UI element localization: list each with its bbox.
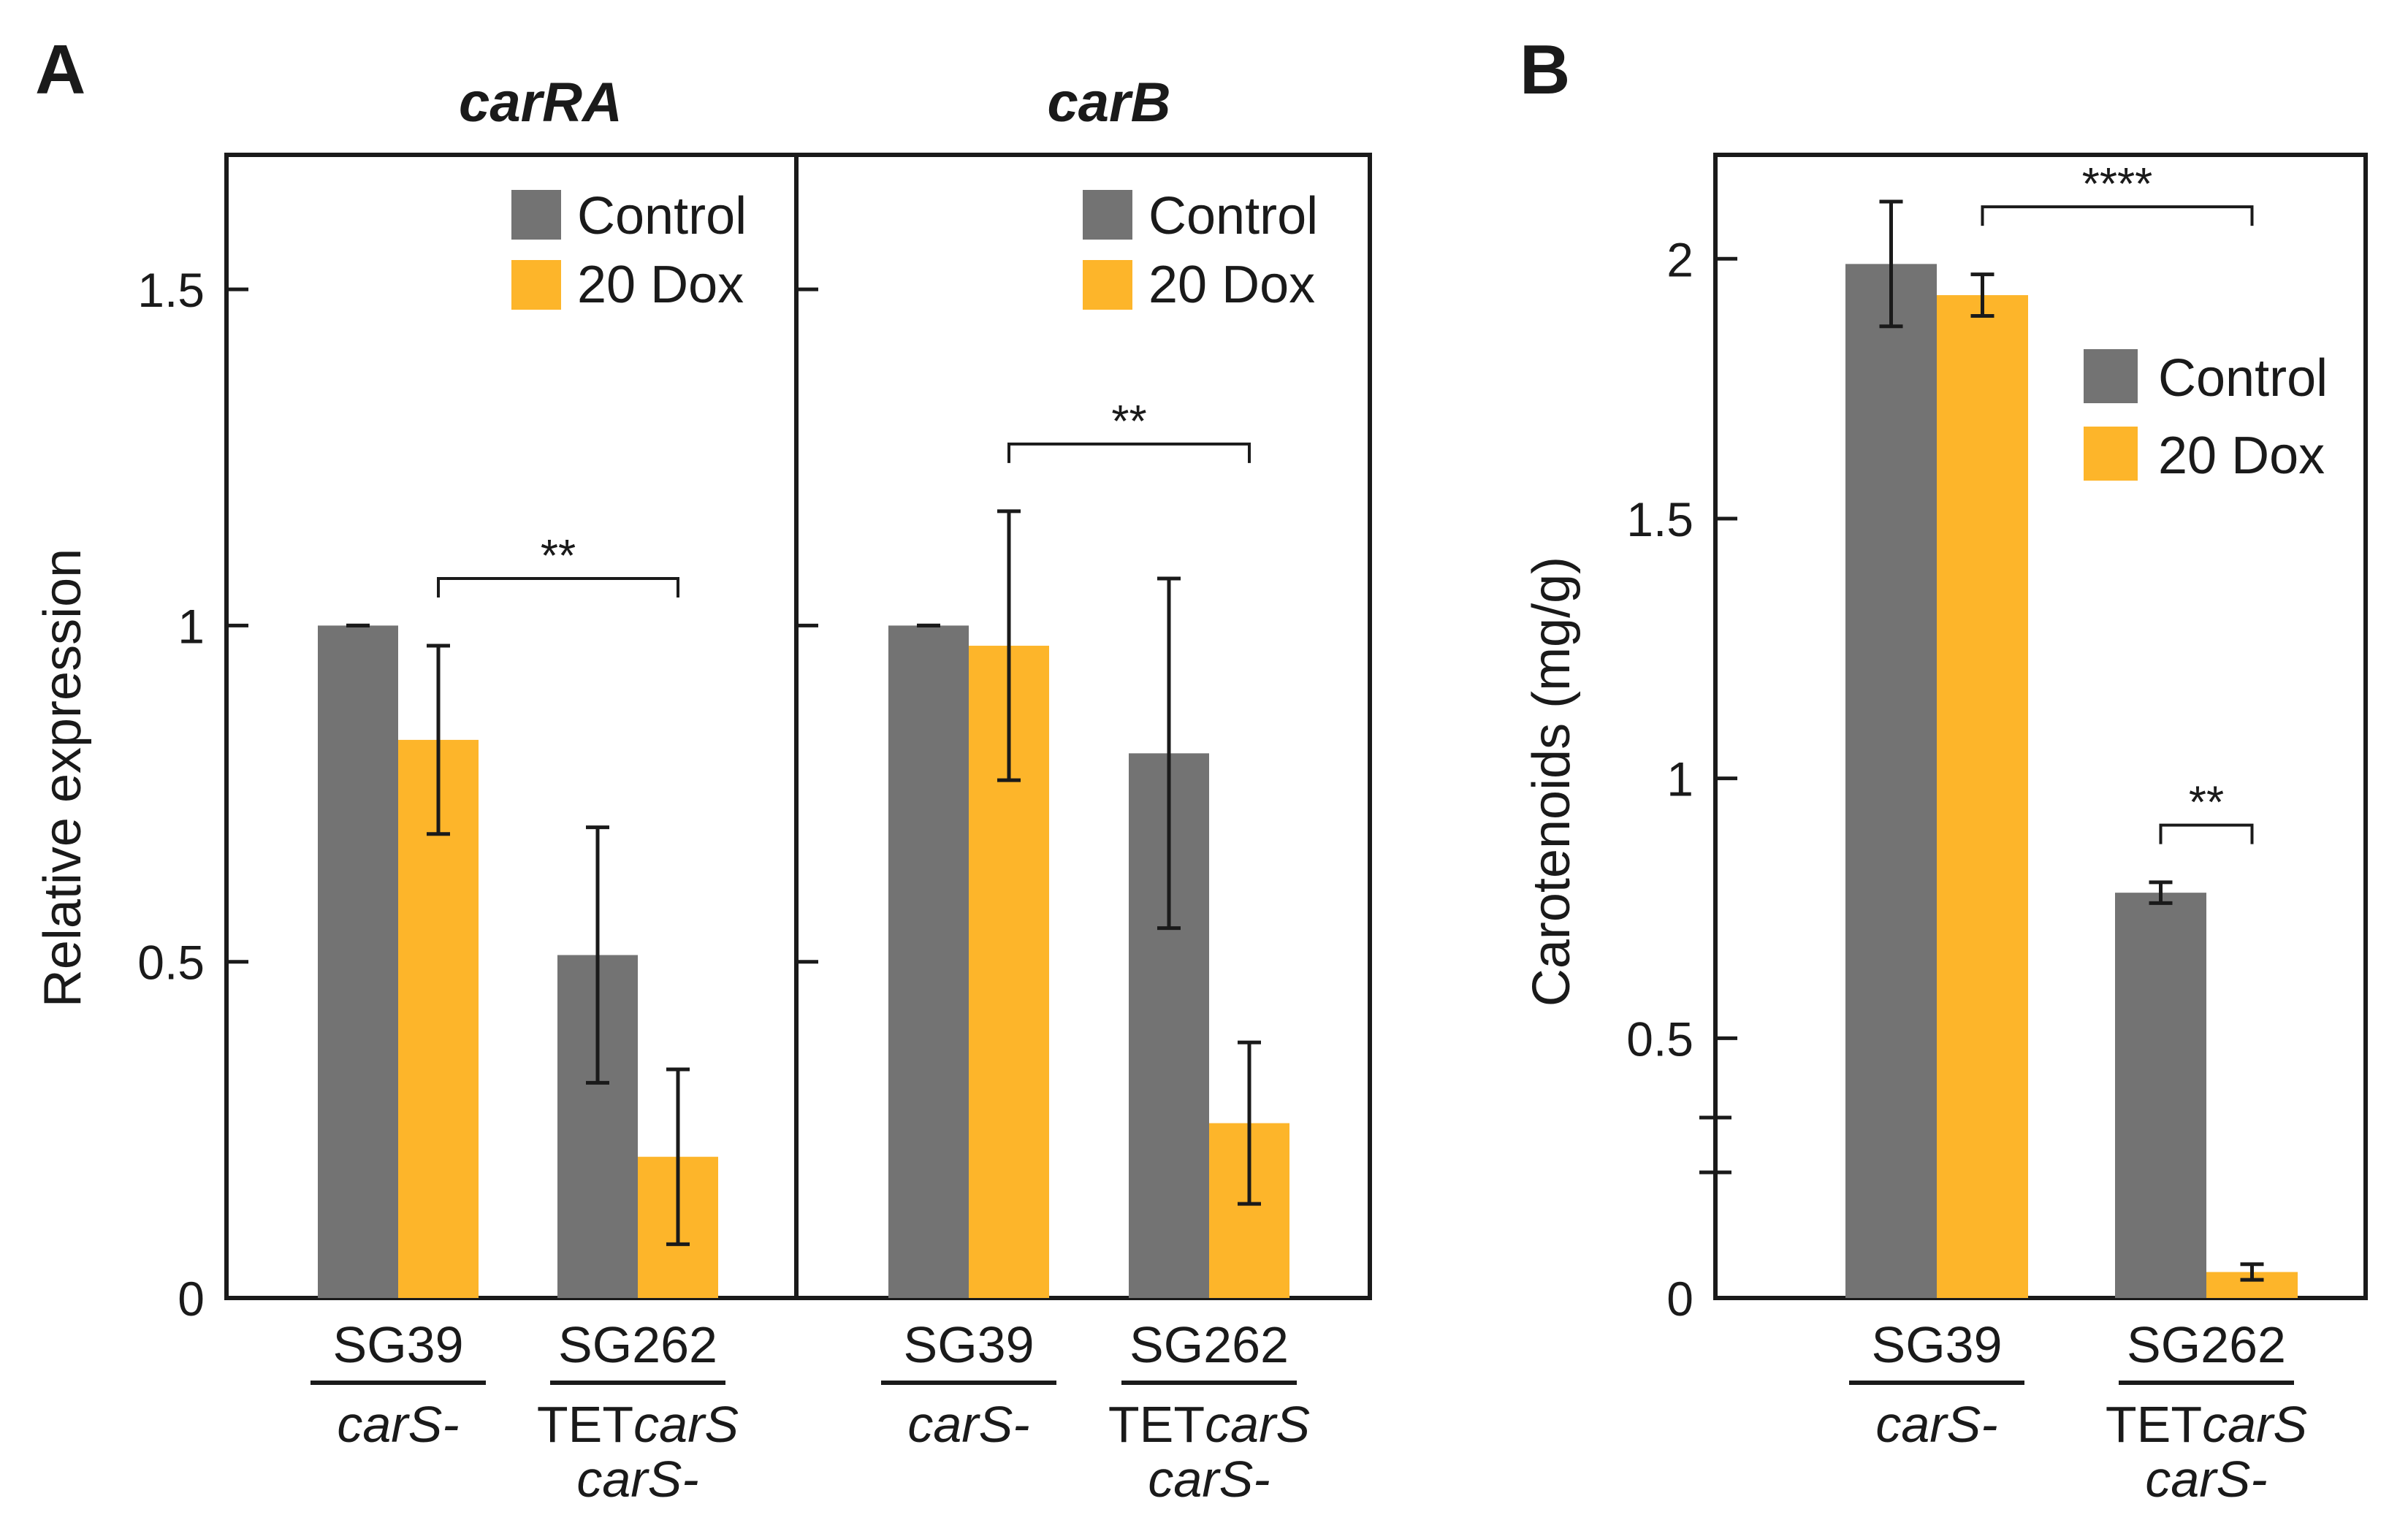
category-label-sg262: SG262 — [1129, 1316, 1289, 1373]
significance-bracket — [2159, 823, 2254, 844]
significance-label: ** — [541, 531, 576, 581]
legend-carb: Control 20 Dox — [1083, 187, 1318, 314]
legend-swatch-control — [1083, 190, 1132, 240]
category-label-sg262: SG262 — [558, 1316, 717, 1373]
chart-1-marks: ** — [796, 287, 1289, 1300]
error-bar — [1879, 199, 1903, 329]
y-tick-label: 1.5 — [137, 263, 205, 317]
genotype-label: carS- — [2145, 1451, 2267, 1508]
chart-title-carra: carRA — [459, 72, 622, 134]
significance-bracket — [437, 576, 679, 597]
y-tick-label: 0.5 — [137, 936, 205, 990]
legend-carra: Control 20 Dox — [511, 187, 747, 314]
error-bar — [1238, 1040, 1261, 1206]
error-bar — [666, 1067, 690, 1246]
genotype-label: TETcarS — [537, 1396, 739, 1453]
category-label-sg39: SG39 — [1872, 1316, 2003, 1373]
error-bar — [1970, 272, 1994, 318]
plot-frame-carb — [794, 153, 1372, 1300]
legend-swatch-dox — [1083, 260, 1132, 310]
y-tick-label: 1 — [1666, 752, 1693, 806]
bar-control-sg262 — [2115, 893, 2206, 1298]
error-bar — [2149, 880, 2173, 905]
y-tick-label: 2 — [1666, 232, 1693, 286]
bar-control-sg39 — [318, 625, 398, 1298]
y-tick-label: 0.5 — [1626, 1012, 1693, 1066]
genotype-label: TETcarS — [1108, 1396, 1310, 1453]
legend-swatch-dox — [511, 260, 561, 310]
error-bar — [427, 644, 450, 836]
category-label-sg39: SG39 — [333, 1316, 464, 1373]
significance-label: **** — [2082, 159, 2153, 210]
genotype-segment: carS- — [337, 1396, 459, 1453]
panel-a-letter: A — [35, 31, 85, 109]
genotype-segment: carS — [1205, 1396, 1310, 1453]
significance-label: ** — [2189, 778, 2224, 828]
legend-label-control: Control — [577, 187, 747, 245]
genotype-segment: TET — [537, 1396, 633, 1453]
plot-frame-carotenoids — [1713, 153, 2368, 1300]
legend-swatch-control — [2084, 349, 2138, 403]
plot-frame-carra — [224, 153, 799, 1300]
error-bar — [586, 825, 609, 1085]
genotype-segment: carS- — [576, 1451, 698, 1508]
error-bar — [1157, 576, 1181, 931]
genotype-label: carS- — [576, 1451, 698, 1508]
y-axis-title-panel-b: Carotenoids (mg/g) — [1523, 557, 1581, 1007]
genotype-segment: carS- — [2145, 1451, 2267, 1508]
significance-bracket-line — [1007, 442, 1251, 463]
legend-label-control: Control — [1148, 187, 1318, 245]
legend-label-control: Control — [2158, 349, 2328, 408]
genotype-label: carS- — [337, 1396, 459, 1453]
significance-bracket-line — [437, 576, 679, 597]
bar-control-sg39 — [1845, 264, 1937, 1298]
y-tick-label: 1.5 — [1626, 492, 1693, 546]
significance-bracket-line — [2159, 823, 2254, 844]
genotype-segment: carS — [633, 1396, 739, 1453]
chart-title-carb: carB — [1048, 72, 1171, 134]
chart-0-marks: 0 0.5 1 1.5 ** — [137, 263, 718, 1326]
error-bar — [997, 509, 1021, 782]
significance-label: ** — [1111, 397, 1146, 447]
bar-20-dox-sg39 — [1937, 295, 2028, 1299]
stray-errorbar-mark — [1699, 1115, 1731, 1175]
legend-label-dox: 20 Dox — [2158, 427, 2325, 485]
error-bar — [2240, 1262, 2264, 1282]
y-tick-label: 1 — [178, 599, 205, 653]
genotype-label: carS- — [1875, 1396, 1997, 1453]
significance-bracket-line — [1981, 205, 2254, 226]
bar-control-sg39 — [888, 625, 969, 1298]
genotype-label: carS- — [907, 1396, 1029, 1453]
genotype-segment: TET — [1108, 1396, 1205, 1453]
legend-carotenoids: Control 20 Dox — [2084, 349, 2328, 485]
legend-swatch-dox — [2084, 427, 2138, 481]
genotype-segment: carS- — [907, 1396, 1029, 1453]
y-tick-label: 0 — [178, 1272, 205, 1326]
y-tick-label: 0 — [1666, 1272, 1693, 1326]
genotype-label: carS- — [1148, 1451, 1270, 1508]
legend-label-dox: 20 Dox — [1148, 256, 1315, 314]
chart-2-marks: 00.511.52****** — [1626, 159, 2298, 1326]
category-label-sg39: SG39 — [904, 1316, 1035, 1373]
y-axis-title-panel-a: Relative expression — [34, 549, 92, 1007]
genotype-segment: carS — [2202, 1396, 2307, 1453]
legend-swatch-control — [511, 190, 561, 240]
genotype-segment: carS- — [1148, 1451, 1270, 1508]
legend-label-dox: 20 Dox — [577, 256, 744, 314]
genotype-segment: carS- — [1875, 1396, 1997, 1453]
category-label-sg262: SG262 — [2127, 1316, 2286, 1373]
genotype-label: TETcarS — [2106, 1396, 2307, 1453]
genotype-segment: TET — [2106, 1396, 2202, 1453]
significance-bracket — [1981, 205, 2254, 226]
significance-bracket — [1007, 442, 1251, 463]
panel-b-letter: B — [1520, 31, 1570, 109]
